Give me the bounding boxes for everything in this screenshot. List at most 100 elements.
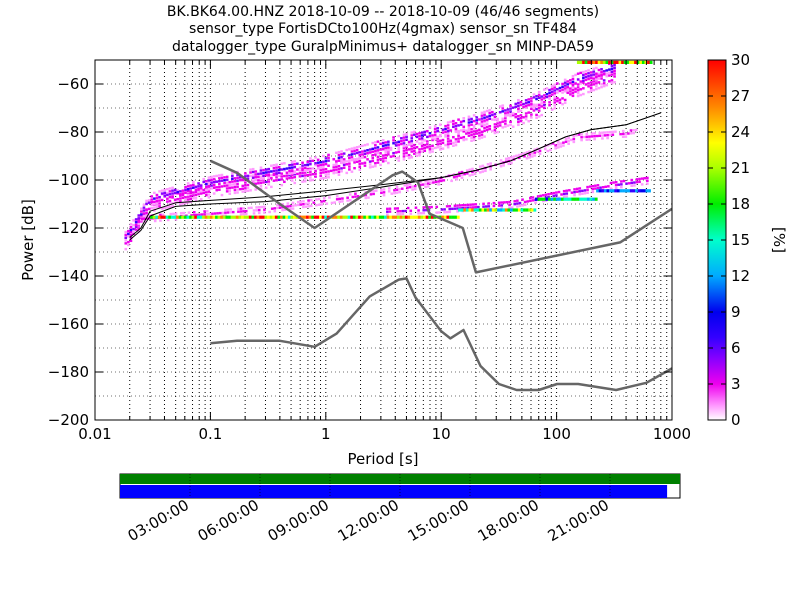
density-cell bbox=[410, 140, 414, 143]
density-cell bbox=[142, 212, 146, 215]
y-tick-label: −160 bbox=[48, 315, 89, 333]
density-cell bbox=[309, 198, 313, 202]
density-cell bbox=[301, 171, 304, 175]
density-cell bbox=[381, 147, 385, 151]
density-cell bbox=[444, 130, 447, 134]
density-cell bbox=[444, 133, 447, 136]
density-cell bbox=[166, 188, 169, 191]
density-cell bbox=[306, 165, 310, 168]
density-cell bbox=[301, 164, 304, 167]
density-cell bbox=[567, 142, 570, 145]
density-cell bbox=[363, 161, 367, 165]
density-cell bbox=[215, 174, 219, 178]
hot-segment-cell bbox=[248, 215, 252, 219]
hot-segment-cell bbox=[545, 197, 549, 201]
colorbar-tick-label: 15 bbox=[731, 231, 750, 249]
density-cell bbox=[368, 160, 372, 163]
density-cell bbox=[439, 142, 442, 145]
density-cell bbox=[396, 212, 400, 216]
density-cell bbox=[189, 184, 193, 187]
density-cell bbox=[436, 127, 440, 130]
density-cell bbox=[392, 154, 395, 158]
density-cell bbox=[527, 103, 531, 107]
density-cell bbox=[544, 193, 548, 196]
density-cell bbox=[472, 130, 476, 133]
hot-segment-cell bbox=[631, 60, 635, 64]
hot-segment-cell bbox=[386, 215, 390, 219]
density-cell bbox=[524, 99, 528, 102]
density-cell bbox=[252, 212, 256, 215]
hot-segment-cell bbox=[494, 208, 498, 212]
density-cell bbox=[363, 155, 367, 159]
density-cell bbox=[498, 105, 502, 108]
density-cell bbox=[278, 206, 282, 209]
density-cell bbox=[298, 175, 302, 178]
hot-segment-cell bbox=[499, 208, 503, 212]
hot-segment-cell bbox=[152, 215, 156, 219]
density-cell bbox=[202, 177, 206, 181]
density-cell bbox=[394, 144, 398, 147]
density-cell bbox=[380, 188, 383, 192]
density-cell bbox=[545, 95, 549, 99]
density-cell bbox=[535, 103, 538, 106]
density-cell bbox=[382, 191, 386, 194]
density-cell bbox=[348, 193, 352, 196]
density-cell bbox=[493, 112, 497, 116]
density-cell bbox=[643, 177, 647, 180]
density-cell bbox=[186, 193, 190, 197]
density-cell bbox=[517, 117, 520, 121]
density-cell bbox=[524, 118, 528, 121]
density-cell bbox=[613, 69, 616, 73]
density-cell bbox=[402, 136, 406, 139]
density-cell bbox=[624, 135, 628, 138]
density-cell bbox=[189, 191, 193, 195]
density-cell bbox=[267, 173, 271, 177]
density-cell bbox=[581, 192, 584, 195]
density-cell bbox=[589, 71, 593, 74]
density-cell bbox=[519, 116, 523, 120]
density-cell bbox=[307, 202, 310, 205]
density-cell bbox=[382, 188, 386, 191]
density-cell bbox=[272, 179, 276, 182]
density-cell bbox=[184, 198, 187, 202]
density-cell bbox=[267, 167, 271, 171]
density-cell bbox=[565, 195, 569, 198]
density-cell bbox=[553, 83, 557, 86]
density-cell bbox=[591, 190, 595, 194]
density-cell bbox=[335, 151, 338, 155]
hot-segment-cell bbox=[540, 197, 544, 201]
density-cell bbox=[226, 208, 230, 211]
density-cell bbox=[285, 171, 289, 174]
density-cell bbox=[267, 176, 271, 179]
density-cell bbox=[470, 133, 473, 137]
hot-segment-cell bbox=[451, 215, 455, 219]
density-cell bbox=[419, 181, 422, 184]
density-cell bbox=[509, 104, 512, 107]
density-cell bbox=[335, 171, 338, 174]
density-cell bbox=[611, 133, 615, 136]
density-cell bbox=[137, 214, 141, 217]
density-cell bbox=[613, 75, 616, 78]
density-cell bbox=[327, 153, 330, 157]
hot-segment-cell bbox=[217, 215, 221, 219]
hot-segment-cell bbox=[473, 208, 477, 212]
density-cell bbox=[482, 202, 485, 206]
hot-segment-cell bbox=[608, 60, 611, 64]
density-cell bbox=[646, 179, 649, 182]
density-cell bbox=[223, 184, 226, 188]
density-cell bbox=[368, 166, 372, 169]
density-cell bbox=[556, 140, 560, 143]
hot-segment-cell bbox=[285, 215, 289, 219]
density-cell bbox=[465, 129, 468, 132]
density-cell bbox=[469, 203, 472, 206]
density-cell bbox=[556, 82, 559, 85]
hot-segment-cell bbox=[399, 215, 403, 219]
density-cell bbox=[236, 182, 239, 186]
density-cell bbox=[155, 196, 159, 200]
density-cell bbox=[415, 151, 419, 155]
hot-segment-cell bbox=[558, 197, 562, 201]
density-cell bbox=[415, 146, 419, 149]
density-cell bbox=[319, 163, 323, 167]
density-cell bbox=[423, 130, 427, 134]
density-cell bbox=[410, 137, 414, 140]
